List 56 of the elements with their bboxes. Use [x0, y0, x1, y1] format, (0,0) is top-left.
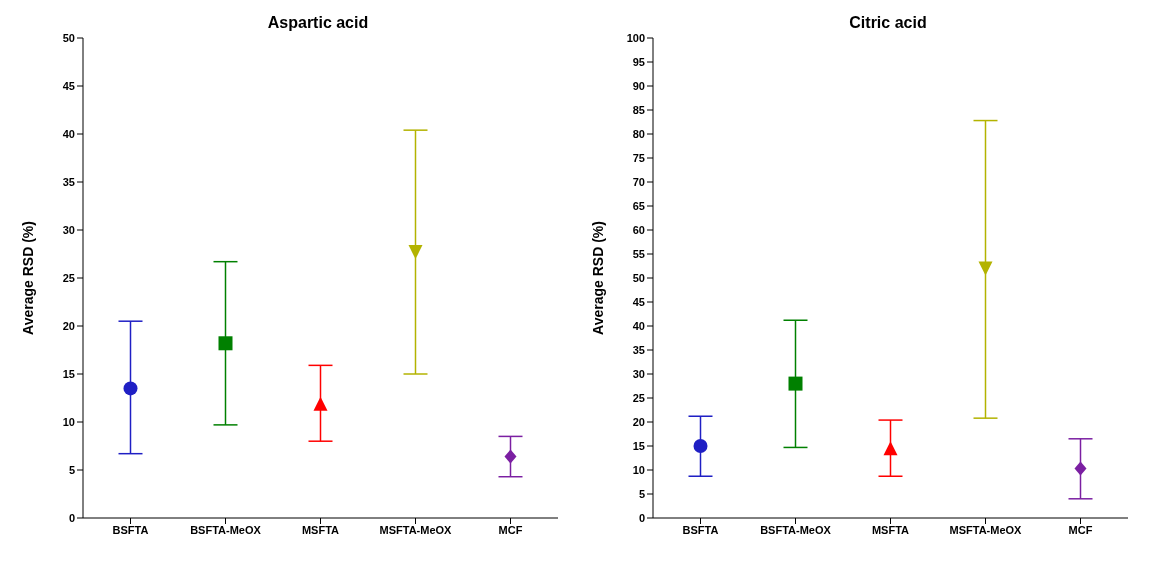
y-tick-label: 70 — [632, 175, 645, 188]
y-axis-title: Average RSD (%) — [19, 221, 36, 335]
y-tick-label: 45 — [632, 295, 645, 308]
point — [693, 439, 708, 453]
y-tick-label: 75 — [632, 151, 645, 164]
point — [883, 441, 898, 456]
point — [1074, 461, 1087, 476]
chart-title: Aspartic acid — [267, 14, 369, 31]
point — [408, 245, 423, 260]
y-tick-label: 95 — [632, 55, 645, 68]
y-tick-label: 35 — [62, 175, 75, 188]
y-tick-label: 10 — [632, 463, 645, 476]
y-axis-title: Average RSD (%) — [589, 221, 606, 335]
y-tick-label: 40 — [632, 319, 645, 332]
y-tick-label: 45 — [62, 79, 75, 92]
point — [123, 381, 138, 396]
y-tick-label: 50 — [632, 271, 645, 284]
y-tick-label: 55 — [632, 247, 645, 260]
x-tick-label: BSFTA — [682, 523, 719, 536]
y-tick-label: 20 — [632, 415, 645, 428]
x-tick-label: BSFTA-MeOX — [190, 523, 262, 536]
y-tick-label: 15 — [632, 439, 645, 452]
x-tick-label: MCF — [1068, 523, 1093, 536]
x-tick-label: MSFTA-MeOX — [949, 523, 1023, 536]
x-tick-label: MSFTA-MeOX — [379, 523, 453, 536]
y-tick-label: 100 — [626, 31, 645, 44]
y-tick-label: 40 — [62, 127, 75, 140]
y-tick-label: 85 — [632, 103, 645, 116]
y-tick-label: 15 — [62, 367, 75, 380]
y-tick-label: 30 — [62, 223, 75, 236]
x-tick-label: MCF — [498, 523, 523, 536]
x-tick-label: MSFTA — [301, 523, 340, 536]
point — [788, 376, 803, 391]
y-tick-label: 25 — [632, 391, 645, 404]
y-tick-label: 5 — [638, 487, 645, 500]
y-tick-label: 20 — [62, 319, 75, 332]
point — [504, 449, 517, 464]
point — [978, 261, 993, 276]
x-tick-label: MSFTA — [871, 523, 910, 536]
y-tick-label: 5 — [68, 463, 75, 476]
y-tick-label: 0 — [638, 511, 645, 524]
chart-title: Citric acid — [849, 14, 927, 31]
y-tick-label: 35 — [632, 343, 645, 356]
y-tick-label: 10 — [62, 415, 75, 428]
x-tick-label: BSFTA-MeOX — [760, 523, 832, 536]
y-tick-label: 90 — [632, 79, 645, 92]
point — [313, 396, 328, 411]
y-tick-label: 65 — [632, 199, 645, 212]
y-tick-label: 30 — [632, 367, 645, 380]
x-tick-label: BSFTA — [112, 523, 149, 536]
y-tick-label: 50 — [62, 31, 75, 44]
y-tick-label: 80 — [632, 127, 645, 140]
y-tick-label: 0 — [68, 511, 75, 524]
point — [218, 336, 233, 351]
y-tick-label: 25 — [62, 271, 75, 284]
y-tick-label: 60 — [632, 223, 645, 236]
